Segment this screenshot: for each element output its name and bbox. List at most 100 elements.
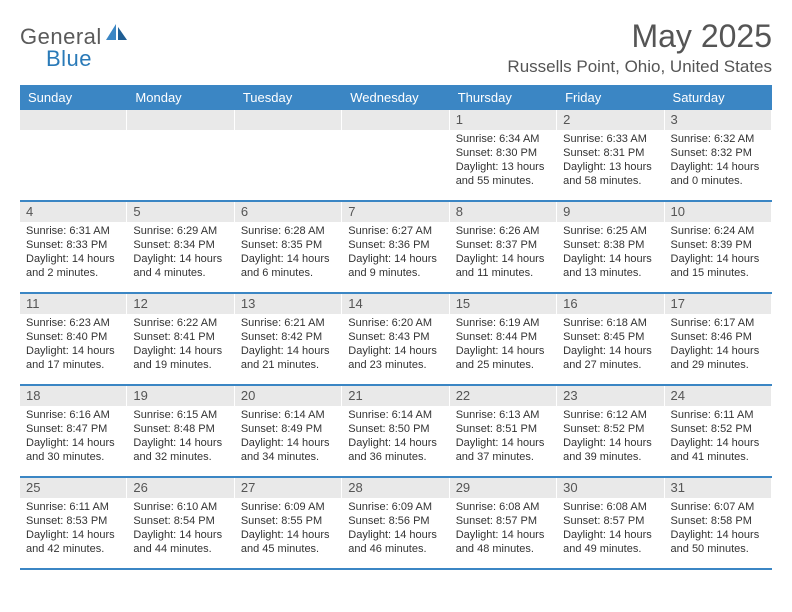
sunset-text: Sunset: 8:54 PM — [133, 515, 227, 529]
sunset-text: Sunset: 8:38 PM — [563, 239, 657, 253]
sunrise-text: Sunrise: 6:14 AM — [348, 409, 442, 423]
day-number: 3 — [665, 110, 771, 130]
sunrise-text: Sunrise: 6:10 AM — [133, 501, 227, 515]
day-info: Sunrise: 6:31 AMSunset: 8:33 PMDaylight:… — [20, 222, 126, 286]
day-info: Sunrise: 6:32 AMSunset: 8:32 PMDaylight:… — [665, 130, 771, 194]
sunrise-text: Sunrise: 6:28 AM — [241, 225, 335, 239]
day-cell: 9Sunrise: 6:25 AMSunset: 8:38 PMDaylight… — [557, 202, 664, 292]
daylight-text: Daylight: 14 hours and 13 minutes. — [563, 253, 657, 281]
day-cell: 10Sunrise: 6:24 AMSunset: 8:39 PMDayligh… — [665, 202, 772, 292]
dayhead-sun: Sunday — [20, 85, 127, 110]
day-cell: 21Sunrise: 6:14 AMSunset: 8:50 PMDayligh… — [342, 386, 449, 476]
sunrise-text: Sunrise: 6:25 AM — [563, 225, 657, 239]
sunset-text: Sunset: 8:31 PM — [563, 147, 657, 161]
sunset-text: Sunset: 8:50 PM — [348, 423, 442, 437]
day-cell: 22Sunrise: 6:13 AMSunset: 8:51 PMDayligh… — [450, 386, 557, 476]
day-info: Sunrise: 6:10 AMSunset: 8:54 PMDaylight:… — [127, 498, 233, 562]
week-row: 1 Sunrise: 6:34 AMSunset: 8:30 PM Daylight… — [20, 110, 772, 202]
daylight-text: Daylight: 14 hours and 17 minutes. — [26, 345, 120, 373]
day-number: 9 — [557, 202, 663, 222]
week-row: 25 Sunrise: 6:11 AMSunset: 8:53 PM Dayligh… — [20, 478, 772, 570]
sunrise-text: Sunrise: 6:09 AM — [348, 501, 442, 515]
day-info — [342, 130, 448, 190]
daylight-text: Daylight: 14 hours and 50 minutes. — [671, 529, 765, 557]
day-info — [20, 130, 126, 190]
sunrise-text: Sunrise: 6:26 AM — [456, 225, 550, 239]
daylight-text: Daylight: 14 hours and 37 minutes. — [456, 437, 550, 465]
day-cell: 18 Sunrise: 6:16 AMSunset: 8:47 PMDayligh… — [20, 386, 127, 476]
day-info: Sunrise: 6:25 AMSunset: 8:38 PMDaylight:… — [557, 222, 663, 286]
day-number: 24 — [665, 386, 771, 406]
sunset-text: Sunset: 8:51 PM — [456, 423, 550, 437]
sunrise-text: Sunrise: 6:34 AM — [456, 133, 550, 147]
sunrise-text: Sunrise: 6:11 AM — [26, 501, 120, 515]
sunset-text: Sunset: 8:46 PM — [671, 331, 765, 345]
sunrise-text: Sunrise: 6:20 AM — [348, 317, 442, 331]
week-row: 18Sunrise: 6:16 AMSunset: 8:47 PMDayligh… — [20, 386, 772, 478]
day-number: 29 — [450, 478, 556, 498]
day-number: 18 — [20, 386, 126, 406]
day-number: 1 — [450, 110, 556, 130]
sunset-text: Sunset: 8:56 PM — [348, 515, 442, 529]
daylight-text: Daylight: 14 hours and 23 minutes. — [348, 345, 442, 373]
daylight-text: Daylight: 14 hours and 6 minutes. — [241, 253, 335, 281]
daylight-text: Daylight: 14 hours and 29 minutes. — [671, 345, 765, 373]
day-cell: 15Sunrise: 6:19 AMSunset: 8:44 PMDayligh… — [450, 294, 557, 384]
daylight-text: Daylight: 14 hours and 11 minutes. — [456, 253, 550, 281]
sunset-text: Sunset: 8:37 PM — [456, 239, 550, 253]
day-info: Sunrise: 6:17 AMSunset: 8:46 PMDaylight:… — [665, 314, 771, 378]
day-number: 15 — [450, 294, 556, 314]
day-info: Sunrise: 6:28 AMSunset: 8:35 PMDaylight:… — [235, 222, 341, 286]
day-number: 13 — [235, 294, 341, 314]
day-cell: 1Sunrise: 6:34 AMSunset: 8:30 PMDaylight… — [450, 110, 557, 200]
daylight-text: Daylight: 14 hours and 39 minutes. — [563, 437, 657, 465]
day-info: Sunrise: 6:09 AMSunset: 8:55 PMDaylight:… — [235, 498, 341, 562]
day-info — [127, 130, 233, 190]
sunset-text: Sunset: 8:44 PM — [456, 331, 550, 345]
sunrise-text: Sunrise: 6:23 AM — [26, 317, 120, 331]
day-cell: 16Sunrise: 6:18 AMSunset: 8:45 PMDayligh… — [557, 294, 664, 384]
daylight-text: Daylight: 14 hours and 19 minutes. — [133, 345, 227, 373]
sunset-text: Sunset: 8:34 PM — [133, 239, 227, 253]
day-cell: 26Sunrise: 6:10 AMSunset: 8:54 PMDayligh… — [127, 478, 234, 568]
daylight-text: Daylight: 14 hours and 0 minutes. — [671, 161, 765, 189]
sunrise-text: Sunrise: 6:07 AM — [671, 501, 765, 515]
day-number: 17 — [665, 294, 771, 314]
day-info: Sunrise: 6:08 AMSunset: 8:57 PMDaylight:… — [450, 498, 556, 562]
sunrise-text: Sunrise: 6:09 AM — [241, 501, 335, 515]
sunrise-text: Sunrise: 6:15 AM — [133, 409, 227, 423]
logo-sail-icon — [106, 24, 128, 45]
sunset-text: Sunset: 8:52 PM — [671, 423, 765, 437]
daylight-text: Daylight: 14 hours and 15 minutes. — [671, 253, 765, 281]
sunrise-text: Sunrise: 6:31 AM — [26, 225, 120, 239]
daylight-text: Daylight: 14 hours and 25 minutes. — [456, 345, 550, 373]
dayhead-tue: Tuesday — [235, 85, 342, 110]
sunrise-text: Sunrise: 6:11 AM — [671, 409, 765, 423]
day-cell — [20, 110, 127, 200]
sunset-text: Sunset: 8:30 PM — [456, 147, 550, 161]
day-number: 7 — [342, 202, 448, 222]
sunrise-text: Sunrise: 6:22 AM — [133, 317, 227, 331]
day-number: 31 — [665, 478, 771, 498]
week-row: 4Sunrise: 6:31 AMSunset: 8:33 PMDaylight… — [20, 202, 772, 294]
day-number: 8 — [450, 202, 556, 222]
day-cell: 11Sunrise: 6:23 AMSunset: 8:40 PMDayligh… — [20, 294, 127, 384]
sunset-text: Sunset: 8:53 PM — [26, 515, 120, 529]
day-number: 25 — [20, 478, 126, 498]
sunset-text: Sunset: 8:42 PM — [241, 331, 335, 345]
sunrise-text: Sunrise: 6:29 AM — [133, 225, 227, 239]
daylight-text: Daylight: 14 hours and 30 minutes. — [26, 437, 120, 465]
day-cell — [342, 110, 449, 200]
day-cell: 27Sunrise: 6:09 AMSunset: 8:55 PMDayligh… — [235, 478, 342, 568]
sunrise-text: Sunrise: 6:13 AM — [456, 409, 550, 423]
sunrise-text: Sunrise: 6:18 AM — [563, 317, 657, 331]
day-info: Sunrise: 6:24 AMSunset: 8:39 PMDaylight:… — [665, 222, 771, 286]
sunrise-text: Sunrise: 6:33 AM — [563, 133, 657, 147]
day-info: Sunrise: 6:20 AMSunset: 8:43 PMDaylight:… — [342, 314, 448, 378]
daylight-text: Daylight: 14 hours and 36 minutes. — [348, 437, 442, 465]
day-info: Sunrise: 6:21 AMSunset: 8:42 PMDaylight:… — [235, 314, 341, 378]
daylight-text: Daylight: 14 hours and 41 minutes. — [671, 437, 765, 465]
day-number: 6 — [235, 202, 341, 222]
sunset-text: Sunset: 8:47 PM — [26, 423, 120, 437]
sunrise-text: Sunrise: 6:16 AM — [26, 409, 120, 423]
